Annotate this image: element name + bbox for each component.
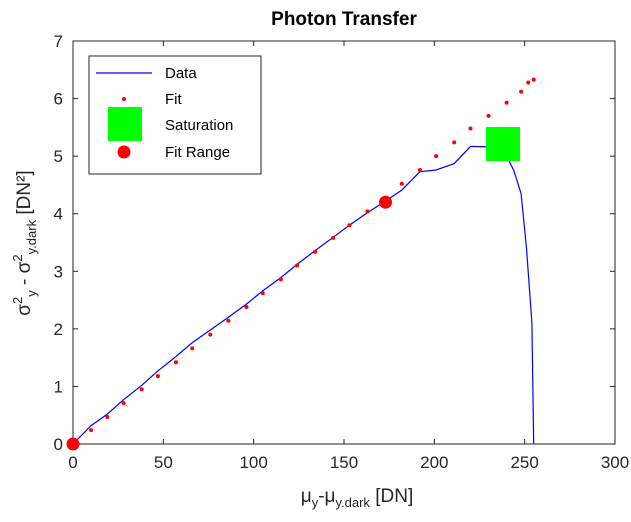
fit-point	[526, 80, 531, 85]
x-label-dash: -	[318, 486, 324, 507]
y-label-sigma2: σ	[14, 261, 35, 273]
fit-point	[190, 346, 195, 351]
y-label-sub2: y.dark	[24, 219, 39, 254]
y-tick-label: 4	[54, 205, 63, 224]
x-tick-label: 300	[601, 453, 629, 472]
fit-point	[531, 77, 536, 82]
x-axis-label: μy-μy.dark [DN]	[301, 486, 413, 510]
x-axis: 0 50 100 150 200 250 300	[68, 41, 629, 472]
y-axis-label: σ2y - σ2y.dark [DN²]	[10, 170, 39, 315]
fit-point	[226, 318, 231, 323]
chart-title: Photon Transfer	[271, 9, 417, 30]
legend-label-saturation: Saturation	[165, 117, 233, 134]
x-label-mu: μ	[301, 486, 312, 507]
fit-point	[278, 277, 283, 282]
fit-point	[347, 223, 352, 228]
saturation-marker	[485, 127, 520, 162]
fit-point	[105, 414, 110, 419]
fit-point	[468, 126, 473, 131]
y-tick-label: 7	[54, 32, 63, 51]
fit-point	[399, 181, 404, 186]
x-tick-label: 0	[68, 453, 77, 472]
x-tick-label: 50	[154, 453, 173, 472]
fit-point	[121, 401, 126, 406]
y-tick-label: 2	[54, 320, 63, 339]
legend-label-fit: Fit	[165, 91, 182, 108]
x-label-sub2: y.dark	[336, 495, 371, 510]
x-tick-label: 150	[330, 453, 358, 472]
fit-point	[295, 263, 300, 268]
x-tick-label: 250	[510, 453, 538, 472]
fit-point	[260, 291, 265, 296]
fit-point	[89, 428, 94, 433]
y-label-sigma: σ	[14, 304, 35, 316]
x-tick-label: 100	[239, 453, 267, 472]
legend-marker-fit-range	[117, 145, 131, 159]
y-label-sup: 2	[10, 297, 25, 304]
fit-point	[417, 167, 422, 172]
x-label-unit: [DN]	[370, 486, 413, 507]
fit-point	[139, 387, 144, 392]
y-tick-label: 6	[54, 90, 63, 109]
fit-point	[208, 332, 213, 337]
fit-point	[504, 100, 509, 105]
y-label-sub1: y	[24, 290, 39, 297]
x-label-sub1: y	[312, 495, 319, 510]
y-label-minus: -	[14, 273, 35, 290]
fit-point	[173, 360, 178, 365]
legend-label-data: Data	[165, 65, 197, 82]
legend-marker-saturation	[108, 107, 142, 141]
fit-point	[452, 140, 457, 145]
x-label-mu2: μ	[325, 486, 336, 507]
y-label-sup2: 2	[10, 254, 25, 261]
y-tick-label: 0	[54, 435, 63, 454]
fit-point	[313, 249, 318, 254]
y-tick-label: 5	[54, 147, 63, 166]
x-tick-label: 200	[420, 453, 448, 472]
fit-range-marker	[379, 195, 393, 209]
fit-range-marker	[66, 437, 80, 451]
plot-content	[66, 77, 536, 451]
fit-point	[365, 209, 370, 214]
legend-marker-fit	[122, 97, 126, 101]
fit-point	[244, 304, 249, 309]
fit-point	[486, 113, 491, 118]
y-tick-label: 3	[54, 262, 63, 281]
legend-label-fit-range: Fit Range	[165, 144, 230, 161]
y-axis: 0 1 2 3 4 5 6 7	[54, 32, 615, 454]
fit-point	[434, 154, 439, 159]
legend: Data Fit Saturation Fit Range	[88, 55, 262, 175]
fit-point	[519, 89, 524, 94]
y-tick-label: 1	[54, 377, 63, 396]
fit-point	[331, 235, 336, 240]
fit-point	[155, 374, 160, 379]
y-label-unit: [DN²]	[14, 170, 35, 220]
